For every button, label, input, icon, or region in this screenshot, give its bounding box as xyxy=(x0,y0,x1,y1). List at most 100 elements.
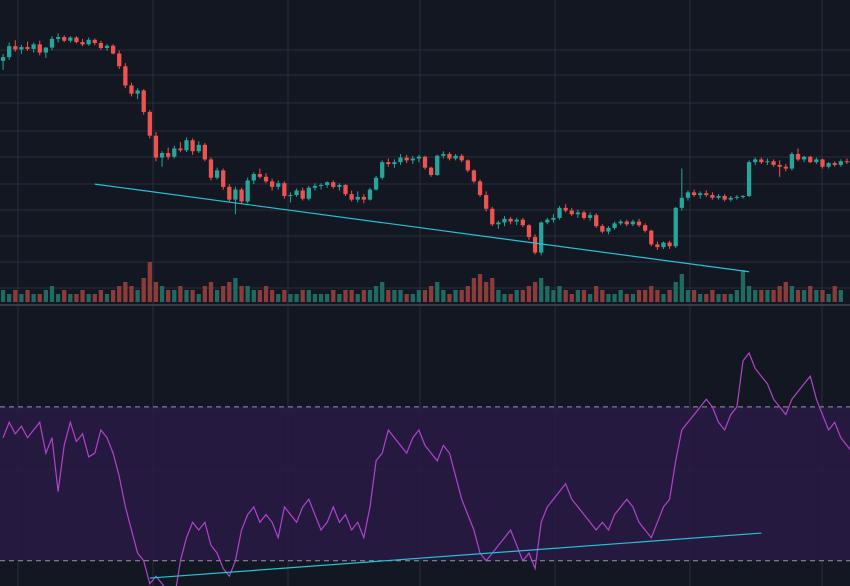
candle-body xyxy=(722,195,727,200)
candle-body xyxy=(117,53,122,67)
volume-bar xyxy=(300,290,305,302)
volume-bar xyxy=(92,294,97,302)
candle-body xyxy=(624,221,629,225)
candle-body xyxy=(484,195,489,209)
candle-body xyxy=(282,183,287,196)
candle-body xyxy=(202,144,207,160)
volume-bar xyxy=(685,290,691,302)
candle-body xyxy=(814,159,819,163)
candle-body xyxy=(257,174,263,177)
candle-body xyxy=(288,195,293,197)
candle-body xyxy=(178,148,183,151)
volume-bar xyxy=(594,286,599,302)
volume-bar xyxy=(636,290,642,302)
candle-body xyxy=(447,153,452,159)
rsi-band xyxy=(0,406,850,562)
volume-bar xyxy=(361,290,366,302)
volume-bar xyxy=(587,294,593,302)
candle-body xyxy=(551,217,556,220)
volume-bar xyxy=(196,294,201,302)
candle-body xyxy=(129,85,134,94)
volume-bar xyxy=(355,294,360,302)
volume-bar xyxy=(13,290,18,302)
volume-bar xyxy=(801,290,807,302)
candle-body xyxy=(661,242,666,248)
candle-body xyxy=(196,144,201,152)
volume-bar xyxy=(325,294,330,302)
volume-bar xyxy=(728,294,733,302)
candle-body xyxy=(214,170,220,178)
candle-body xyxy=(31,44,36,49)
volume-bar xyxy=(569,294,574,302)
candle-body xyxy=(545,219,550,223)
candle-body xyxy=(808,156,813,163)
rsi-band-fill xyxy=(0,406,850,561)
candle-body xyxy=(318,185,324,187)
volume-bar xyxy=(37,294,42,302)
candle-body xyxy=(380,162,385,178)
candle-body xyxy=(471,170,477,182)
candle-body xyxy=(410,158,415,161)
candle-body xyxy=(526,225,532,238)
volume-bar xyxy=(117,286,122,302)
volume-bar xyxy=(43,290,49,302)
volume-bar xyxy=(159,286,165,302)
candle-body xyxy=(673,207,678,247)
volume-bar xyxy=(263,286,269,302)
volume-bar xyxy=(190,290,195,302)
volume-bar xyxy=(435,282,440,302)
candle-body xyxy=(569,210,574,215)
volume-bar xyxy=(80,290,85,302)
candle-body xyxy=(502,218,507,223)
volume-bar xyxy=(814,290,819,302)
volume-bar xyxy=(581,290,587,302)
volume-bar xyxy=(771,290,776,302)
candle-body xyxy=(667,242,672,247)
volume-bar xyxy=(233,278,238,302)
volume-bar xyxy=(221,286,226,302)
volume-bar xyxy=(447,294,452,302)
volume-bar xyxy=(276,294,281,302)
candle-body xyxy=(404,157,409,161)
candle-body xyxy=(43,47,49,53)
candle-body xyxy=(49,38,55,48)
volume-bar xyxy=(526,286,532,302)
candle-body xyxy=(734,196,740,198)
candle-body xyxy=(349,194,354,200)
volume-bar xyxy=(502,294,507,302)
candle-body xyxy=(606,227,611,232)
volume-bar xyxy=(386,290,391,302)
volume-bar xyxy=(759,290,764,302)
volume-bar xyxy=(459,290,464,302)
volume-bar xyxy=(789,286,795,302)
candle-body xyxy=(496,222,501,225)
volume-bar xyxy=(251,290,256,302)
trendlines[interactable] xyxy=(94,183,762,579)
rsi-series xyxy=(2,351,850,586)
volume-bar xyxy=(667,290,672,302)
volume-bar xyxy=(380,282,385,302)
candle-body xyxy=(172,148,177,157)
volume-bar xyxy=(178,286,183,302)
candle-body xyxy=(771,161,776,165)
candle-body xyxy=(832,163,837,165)
volume-bar xyxy=(832,286,837,302)
volume-bar xyxy=(294,294,299,302)
candle-body xyxy=(55,37,61,39)
candle-body xyxy=(428,167,434,175)
volume-bar xyxy=(691,290,697,302)
candle-body xyxy=(325,182,330,186)
volume-bar xyxy=(539,278,544,302)
candle-body xyxy=(68,37,73,41)
candle-body xyxy=(594,215,599,227)
price-trendline xyxy=(94,183,750,273)
volume-bar xyxy=(679,274,684,302)
volume-bar xyxy=(282,290,287,302)
candle-body xyxy=(398,157,403,163)
candle-body xyxy=(587,215,593,218)
candle-body xyxy=(263,176,269,182)
candle-body xyxy=(655,244,660,248)
candle-body xyxy=(801,156,807,160)
